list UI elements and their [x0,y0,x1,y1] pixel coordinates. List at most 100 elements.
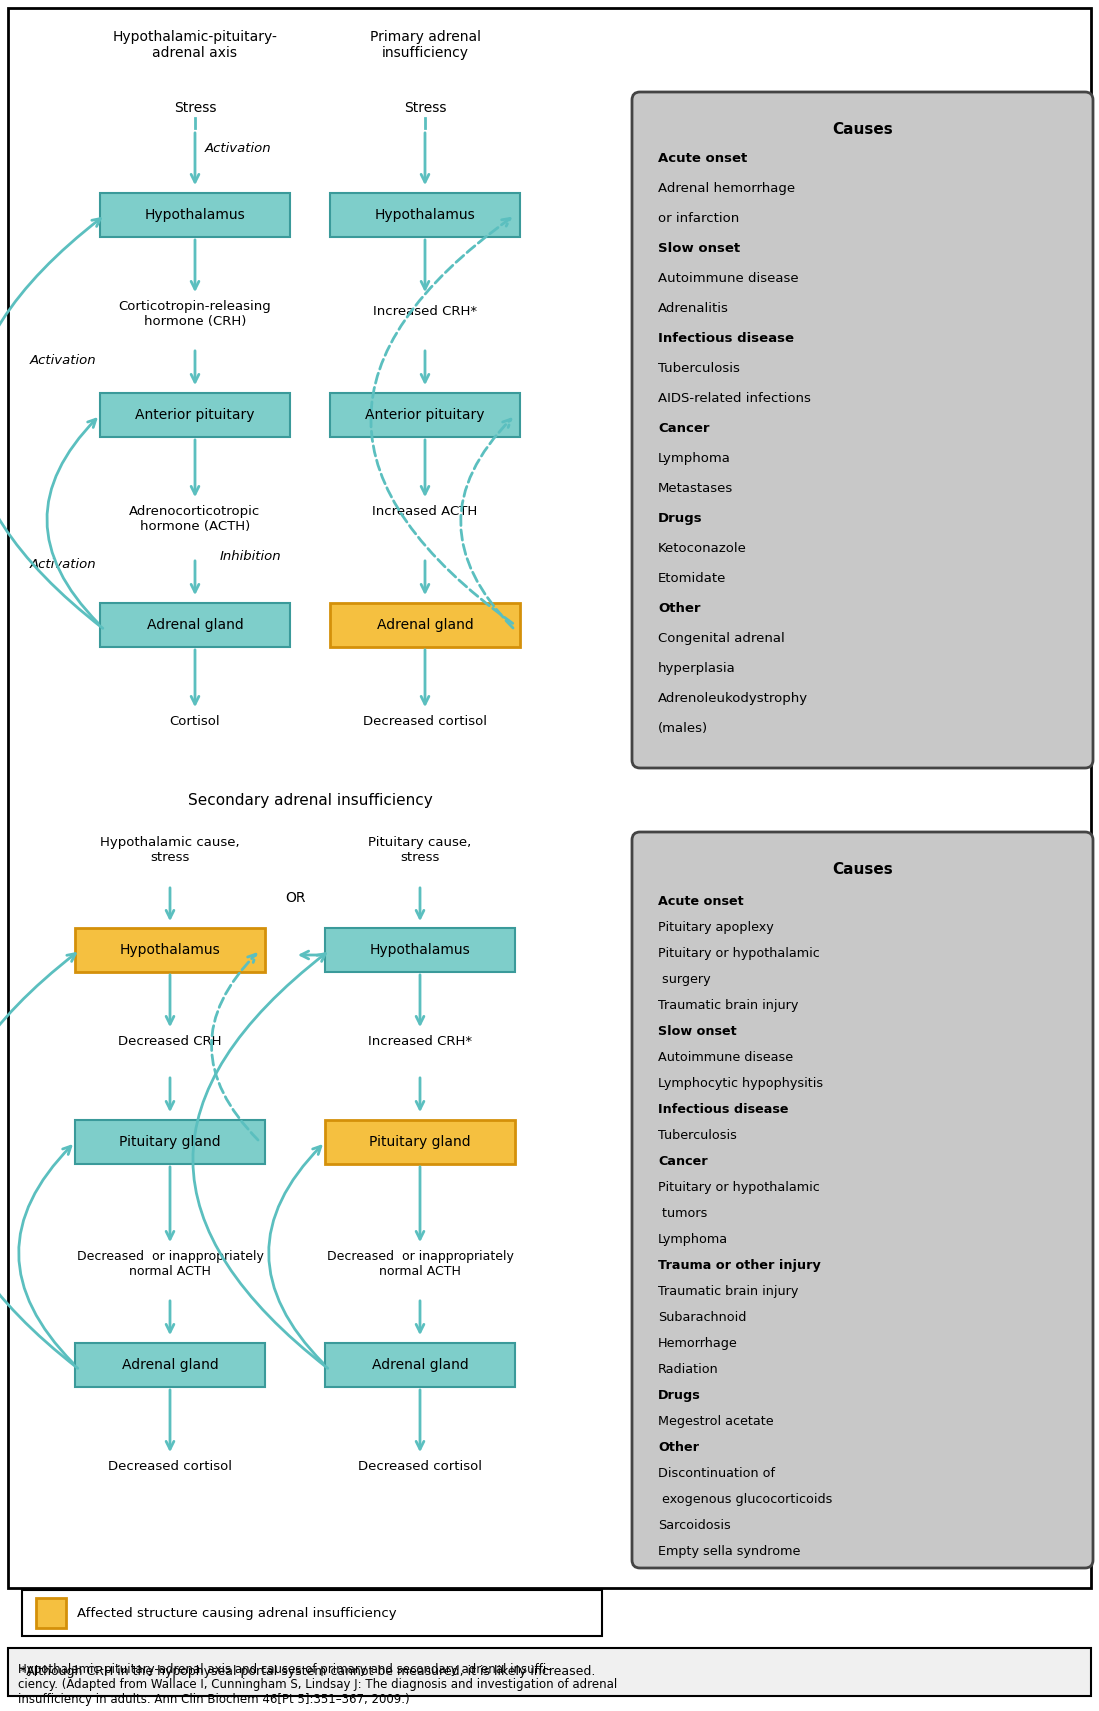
Text: Other: Other [658,602,700,614]
Text: Increased CRH*: Increased CRH* [373,305,477,318]
Text: Acute onset: Acute onset [658,895,744,909]
Text: surgery: surgery [658,974,711,986]
Text: Adrenal gland: Adrenal gland [371,1359,468,1372]
Text: Acute onset: Acute onset [658,152,747,164]
Text: Decreased  or inappropriately
normal ACTH: Decreased or inappropriately normal ACTH [77,1251,264,1278]
Text: Radiation: Radiation [658,1364,719,1376]
Text: Lymphoma: Lymphoma [658,452,731,465]
Text: Activation: Activation [30,354,97,366]
Text: Secondary adrenal insufficiency: Secondary adrenal insufficiency [188,792,432,808]
Text: Congenital adrenal: Congenital adrenal [658,631,785,645]
Text: Pituitary gland: Pituitary gland [119,1134,221,1150]
FancyBboxPatch shape [75,1343,265,1388]
Text: AIDS-related infections: AIDS-related infections [658,392,811,406]
Text: Slow onset: Slow onset [658,241,740,255]
Text: Cancer: Cancer [658,1155,708,1169]
Text: Slow onset: Slow onset [658,1025,736,1039]
Text: (males): (males) [658,722,708,736]
Text: or infarction: or infarction [658,212,740,226]
Text: Decreased cortisol: Decreased cortisol [108,1459,232,1473]
Text: Trauma or other injury: Trauma or other injury [658,1259,821,1271]
Text: Hypothalamus: Hypothalamus [145,209,245,222]
Text: Adrenocorticotropic
hormone (ACTH): Adrenocorticotropic hormone (ACTH) [130,505,260,534]
Text: Increased ACTH: Increased ACTH [373,505,478,518]
Text: Other: Other [658,1441,699,1454]
Text: Pituitary apoplexy: Pituitary apoplexy [658,921,774,934]
FancyBboxPatch shape [75,927,265,972]
FancyBboxPatch shape [75,1121,265,1163]
Text: Subarachnoid: Subarachnoid [658,1311,746,1324]
Text: Anterior pituitary: Anterior pituitary [135,407,255,423]
Text: Tuberculosis: Tuberculosis [658,363,740,375]
FancyBboxPatch shape [325,1343,515,1388]
FancyBboxPatch shape [100,394,290,436]
Text: Decreased cortisol: Decreased cortisol [363,715,487,727]
Text: Activation: Activation [30,558,97,571]
Text: Adrenal gland: Adrenal gland [122,1359,219,1372]
FancyBboxPatch shape [100,602,290,647]
Text: Pituitary or hypothalamic: Pituitary or hypothalamic [658,1181,820,1194]
Text: Traumatic brain injury: Traumatic brain injury [658,1285,798,1299]
Text: Traumatic brain injury: Traumatic brain injury [658,999,798,1011]
Text: Hypothalamus: Hypothalamus [369,943,470,956]
Text: Causes: Causes [832,121,892,137]
FancyBboxPatch shape [632,832,1094,1567]
Text: Adrenal hemorrhage: Adrenal hemorrhage [658,181,795,195]
Text: Empty sella syndrome: Empty sella syndrome [658,1545,800,1559]
Text: Infectious disease: Infectious disease [658,332,793,346]
Text: Adrenal gland: Adrenal gland [377,618,474,631]
Text: Sarcoidosis: Sarcoidosis [658,1519,731,1531]
Text: Metastases: Metastases [658,483,733,494]
FancyBboxPatch shape [8,9,1091,1588]
Text: Autoimmune disease: Autoimmune disease [658,272,799,286]
Text: Etomidate: Etomidate [658,571,726,585]
Text: Adrenalitis: Adrenalitis [658,303,729,315]
Text: Primary adrenal
insufficiency: Primary adrenal insufficiency [369,31,480,60]
Text: Hypothalamic cause,
stress: Hypothalamic cause, stress [100,837,240,864]
FancyBboxPatch shape [330,394,520,436]
Text: Hypothalamic-pituitary-adrenal axis and causes of primary and secondary adrenal : Hypothalamic-pituitary-adrenal axis and … [18,1663,618,1706]
Text: Drugs: Drugs [658,1389,701,1401]
FancyBboxPatch shape [325,1121,515,1163]
Text: Pituitary gland: Pituitary gland [369,1134,470,1150]
Text: OR: OR [285,891,306,905]
Text: Stress: Stress [174,101,217,115]
Text: Discontinuation of: Discontinuation of [658,1466,775,1480]
Text: Hypothalamic-pituitary-
adrenal axis: Hypothalamic-pituitary- adrenal axis [112,31,277,60]
FancyBboxPatch shape [22,1590,602,1636]
Text: Pituitary or hypothalamic: Pituitary or hypothalamic [658,946,820,960]
Text: Corticotropin-releasing
hormone (CRH): Corticotropin-releasing hormone (CRH) [119,299,271,329]
FancyBboxPatch shape [8,1648,1091,1696]
Text: *Although CRH in the hypophyseal portal system cannot be measured, it is likely : *Although CRH in the hypophyseal portal … [20,1665,596,1678]
FancyBboxPatch shape [330,193,520,238]
FancyBboxPatch shape [36,1598,66,1627]
Text: Cortisol: Cortisol [169,715,220,727]
Text: Infectious disease: Infectious disease [658,1104,788,1116]
FancyBboxPatch shape [632,92,1094,768]
Text: Activation: Activation [206,142,271,154]
Text: Autoimmune disease: Autoimmune disease [658,1051,793,1064]
Text: exogenous glucocorticoids: exogenous glucocorticoids [658,1494,832,1506]
Text: Lymphocytic hypophysitis: Lymphocytic hypophysitis [658,1076,823,1090]
Text: Increased CRH*: Increased CRH* [368,1035,473,1049]
Text: Pituitary cause,
stress: Pituitary cause, stress [368,837,471,864]
Text: Cancer: Cancer [658,423,710,435]
Text: hyperplasia: hyperplasia [658,662,735,676]
Text: Anterior pituitary: Anterior pituitary [365,407,485,423]
Text: Hypothalamus: Hypothalamus [375,209,476,222]
FancyBboxPatch shape [325,927,515,972]
Text: Adrenoleukodystrophy: Adrenoleukodystrophy [658,691,808,705]
Text: Hypothalamus: Hypothalamus [120,943,221,956]
Text: Decreased cortisol: Decreased cortisol [358,1459,482,1473]
Text: Hemorrhage: Hemorrhage [658,1336,737,1350]
Text: Megestrol acetate: Megestrol acetate [658,1415,774,1429]
FancyBboxPatch shape [100,193,290,238]
Text: Adrenal gland: Adrenal gland [146,618,243,631]
Text: Decreased CRH: Decreased CRH [119,1035,222,1049]
FancyBboxPatch shape [330,602,520,647]
Text: Tuberculosis: Tuberculosis [658,1129,736,1141]
Text: Stress: Stress [403,101,446,115]
Text: Ketoconazole: Ketoconazole [658,542,747,554]
Text: Drugs: Drugs [658,512,702,525]
Text: Inhibition: Inhibition [220,549,281,563]
